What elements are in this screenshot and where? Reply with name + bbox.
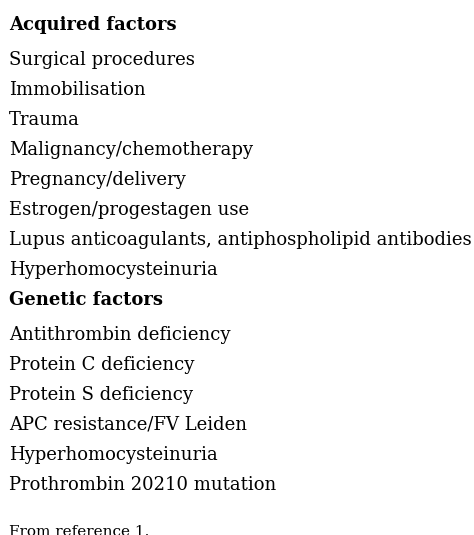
Text: Pregnancy/delivery: Pregnancy/delivery	[9, 171, 185, 189]
Text: APC resistance/FV Leiden: APC resistance/FV Leiden	[9, 416, 247, 434]
Text: Trauma: Trauma	[9, 111, 80, 129]
Text: Immobilisation: Immobilisation	[9, 81, 146, 99]
Text: Malignancy/chemotherapy: Malignancy/chemotherapy	[9, 141, 253, 159]
Text: Acquired factors: Acquired factors	[9, 16, 176, 34]
Text: From reference 1.: From reference 1.	[9, 525, 149, 535]
Text: Antithrombin deficiency: Antithrombin deficiency	[9, 325, 230, 343]
Text: Hyperhomocysteinuria: Hyperhomocysteinuria	[9, 446, 218, 464]
Text: Estrogen/progestagen use: Estrogen/progestagen use	[9, 201, 249, 219]
Text: Protein S deficiency: Protein S deficiency	[9, 386, 193, 404]
Text: Prothrombin 20210 mutation: Prothrombin 20210 mutation	[9, 476, 276, 494]
Text: Surgical procedures: Surgical procedures	[9, 51, 195, 69]
Text: Lupus anticoagulants, antiphospholipid antibodies: Lupus anticoagulants, antiphospholipid a…	[9, 232, 471, 249]
Text: Protein C deficiency: Protein C deficiency	[9, 356, 194, 373]
Text: Genetic factors: Genetic factors	[9, 291, 163, 309]
Text: Hyperhomocysteinuria: Hyperhomocysteinuria	[9, 262, 218, 279]
